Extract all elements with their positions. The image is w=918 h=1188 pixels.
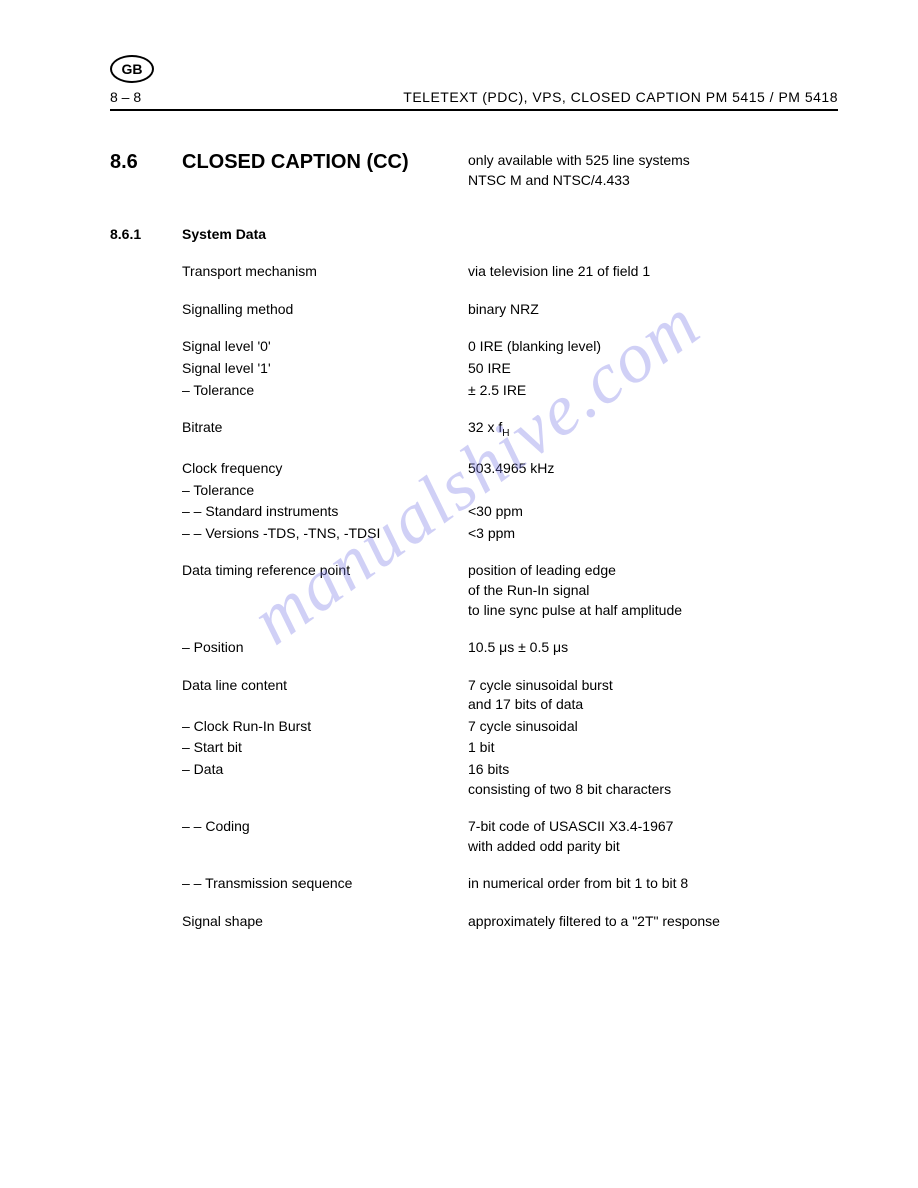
page-number: 8 – 8 bbox=[110, 89, 141, 105]
label-bitrate: Bitrate bbox=[110, 418, 468, 441]
section-note: only available with 525 line systems NTS… bbox=[468, 151, 838, 190]
row-trans: – – Transmission sequence in numerical o… bbox=[110, 874, 838, 894]
section-note-line2: NTSC M and NTSC/4.433 bbox=[468, 172, 630, 188]
value-content: 7 cycle sinusoidal burst and 17 bits of … bbox=[468, 676, 838, 715]
row-content: Data line content 7 cycle sinusoidal bur… bbox=[110, 676, 838, 715]
value-transport: via television line 21 of field 1 bbox=[468, 262, 838, 282]
label-transport: Transport mechanism bbox=[110, 262, 468, 282]
gb-badge: GB bbox=[110, 55, 154, 83]
label-timing: Data timing reference point bbox=[110, 561, 468, 620]
row-runin: – Clock Run-In Burst 7 cycle sinusoidal bbox=[110, 717, 838, 737]
row-coding: – – Coding 7-bit code of USASCII X3.4-19… bbox=[110, 817, 838, 856]
row-signalling: Signalling method binary NRZ bbox=[110, 300, 838, 320]
row-ver: – – Versions -TDS, -TNS, -TDSI <3 ppm bbox=[110, 524, 838, 544]
row-transport: Transport mechanism via television line … bbox=[110, 262, 838, 282]
value-bitrate: 32 x fH bbox=[468, 418, 838, 441]
label-tol2: – Tolerance bbox=[110, 481, 468, 501]
value-startbit: 1 bit bbox=[468, 738, 838, 758]
value-position: 10.5 μs ± 0.5 μs bbox=[468, 638, 838, 658]
row-bitrate: Bitrate 32 x fH bbox=[110, 418, 838, 441]
header-title: TELETEXT (PDC), VPS, CLOSED CAPTION PM 5… bbox=[403, 89, 838, 105]
label-trans: – – Transmission sequence bbox=[110, 874, 468, 894]
label-coding: – – Coding bbox=[110, 817, 468, 856]
value-timing: position of leading edge of the Run-In s… bbox=[468, 561, 838, 620]
row-level1: Signal level '1' 50 IRE bbox=[110, 359, 838, 379]
row-clockfreq: Clock frequency 503.4965 kHz bbox=[110, 459, 838, 479]
label-data: – Data bbox=[110, 760, 468, 799]
label-level1: Signal level '1' bbox=[110, 359, 468, 379]
value-data: 16 bits consisting of two 8 bit characte… bbox=[468, 760, 838, 799]
value-coding: 7-bit code of USASCII X3.4-1967 with add… bbox=[468, 817, 838, 856]
row-shape: Signal shape approximately filtered to a… bbox=[110, 912, 838, 932]
row-position: – Position 10.5 μs ± 0.5 μs bbox=[110, 638, 838, 658]
label-std: – – Standard instruments bbox=[110, 502, 468, 522]
label-level0: Signal level '0' bbox=[110, 337, 468, 357]
value-std: <30 ppm bbox=[468, 502, 838, 522]
value-level0: 0 IRE (blanking level) bbox=[468, 337, 838, 357]
row-data: – Data 16 bits consisting of two 8 bit c… bbox=[110, 760, 838, 799]
label-position: – Position bbox=[110, 638, 468, 658]
row-startbit: – Start bit 1 bit bbox=[110, 738, 838, 758]
value-ver: <3 ppm bbox=[468, 524, 838, 544]
label-ver: – – Versions -TDS, -TNS, -TDSI bbox=[110, 524, 468, 544]
section-title-row: 8.6 CLOSED CAPTION (CC) only available w… bbox=[110, 151, 838, 190]
value-signalling: binary NRZ bbox=[468, 300, 838, 320]
row-tol2: – Tolerance bbox=[110, 481, 838, 501]
section-number: 8.6 bbox=[110, 151, 182, 174]
section-title: CLOSED CAPTION (CC) bbox=[182, 151, 468, 174]
value-tol2 bbox=[468, 481, 838, 501]
value-tolerance: ± 2.5 IRE bbox=[468, 381, 838, 401]
label-startbit: – Start bit bbox=[110, 738, 468, 758]
row-std: – – Standard instruments <30 ppm bbox=[110, 502, 838, 522]
value-clockfreq: 503.4965 kHz bbox=[468, 459, 838, 479]
label-tolerance: – Tolerance bbox=[110, 381, 468, 401]
row-level0: Signal level '0' 0 IRE (blanking level) bbox=[110, 337, 838, 357]
subsection-row: 8.6.1 System Data bbox=[110, 226, 838, 242]
label-content: Data line content bbox=[110, 676, 468, 715]
row-timing: Data timing reference point position of … bbox=[110, 561, 838, 620]
subsection-number: 8.6.1 bbox=[110, 226, 182, 242]
row-tolerance: – Tolerance ± 2.5 IRE bbox=[110, 381, 838, 401]
label-shape: Signal shape bbox=[110, 912, 468, 932]
page-header: 8 – 8 TELETEXT (PDC), VPS, CLOSED CAPTIO… bbox=[110, 89, 838, 111]
section-note-line1: only available with 525 line systems bbox=[468, 152, 690, 168]
value-runin: 7 cycle sinusoidal bbox=[468, 717, 838, 737]
value-shape: approximately filtered to a "2T" respons… bbox=[468, 912, 838, 932]
label-signalling: Signalling method bbox=[110, 300, 468, 320]
value-level1: 50 IRE bbox=[468, 359, 838, 379]
label-clockfreq: Clock frequency bbox=[110, 459, 468, 479]
subsection-title: System Data bbox=[182, 226, 266, 242]
value-trans: in numerical order from bit 1 to bit 8 bbox=[468, 874, 838, 894]
label-runin: – Clock Run-In Burst bbox=[110, 717, 468, 737]
